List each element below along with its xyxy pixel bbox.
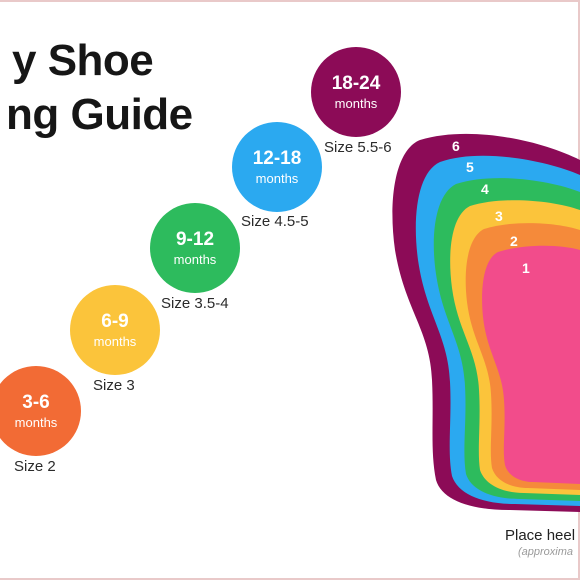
age-unit: months xyxy=(14,414,58,430)
approximate-note: (approxima xyxy=(518,546,574,558)
foot-number-2: 2 xyxy=(510,233,518,249)
age-range: 9-12 xyxy=(175,228,215,250)
size-label-5-5-6: Size 5.5-6 xyxy=(324,139,392,156)
heel-instruction: Place heel xyxy=(505,527,576,544)
age-range: 12-18 xyxy=(252,147,302,169)
age-circle-3-6: 3-6 months xyxy=(0,366,81,456)
foot-number-5: 5 xyxy=(466,159,474,175)
age-unit: months xyxy=(255,170,299,186)
age-range: 3-6 xyxy=(22,391,50,413)
foot-number-1: 1 xyxy=(522,260,530,276)
age-range: 18-24 xyxy=(331,72,381,94)
age-unit: months xyxy=(334,95,378,111)
title-line-1: y Shoe xyxy=(12,36,154,85)
age-circle-18-24: 18-24 months xyxy=(311,47,401,137)
foot-number-3: 3 xyxy=(495,208,503,224)
age-circle-12-18: 12-18 months xyxy=(232,122,322,212)
foot-number-6: 6 xyxy=(452,138,460,154)
title-line-2: ng Guide xyxy=(6,90,193,139)
foot-number-4: 4 xyxy=(481,181,489,197)
age-circle-9-12: 9-12 months xyxy=(150,203,240,293)
age-range: 6-9 xyxy=(101,310,129,332)
age-circle-6-9: 6-9 months xyxy=(70,285,160,375)
size-label-3-5-4: Size 3.5-4 xyxy=(161,295,229,312)
foot-layer-1 xyxy=(482,245,580,484)
size-label-4-5-5: Size 4.5-5 xyxy=(241,213,309,230)
age-unit: months xyxy=(93,333,137,349)
size-label-2: Size 2 xyxy=(14,458,56,475)
size-label-3: Size 3 xyxy=(93,377,135,394)
age-unit: months xyxy=(173,251,217,267)
